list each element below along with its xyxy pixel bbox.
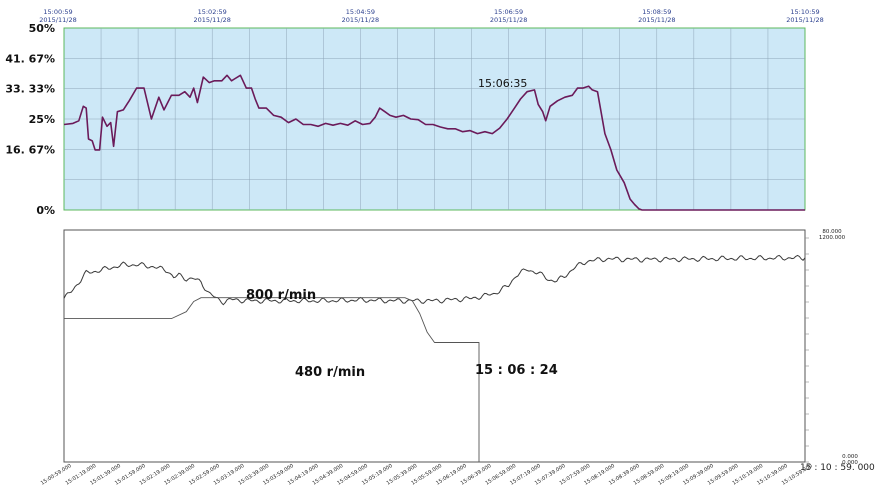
- y-tick-label: 0%: [36, 204, 55, 217]
- end-time-label: 15 : 10 : 59. 000: [800, 463, 875, 473]
- series-line-setpoint: [64, 297, 805, 463]
- x-tick-date-label: 2015/11/28: [39, 16, 76, 24]
- x-tick-date-label: 2015/11/28: [490, 16, 527, 24]
- x-tick-time-label: 15:06:59: [494, 8, 523, 16]
- x-tick-date-label: 2015/11/28: [342, 16, 379, 24]
- lower-chart: 80.0001200.0000.0000.00015:00:59.00015:0…: [40, 229, 875, 487]
- y-tick-label: 50%: [29, 22, 55, 35]
- x-tick-time-label: 15:02:59: [198, 8, 227, 16]
- x-tick-time-label: 15:00:59: [43, 8, 72, 16]
- x-tick-time-label: 15:10:59: [790, 8, 819, 16]
- annotation-label: 800 r/min: [246, 288, 316, 303]
- right-axis-bottom-label: 0.000: [842, 454, 858, 460]
- y-tick-label: 25%: [29, 113, 55, 126]
- right-axis-top-label: 1200.000: [819, 235, 846, 241]
- y-tick-label: 16. 67%: [5, 143, 55, 156]
- plot-area: [63, 229, 806, 463]
- y-tick-label: 41. 67%: [5, 52, 55, 65]
- x-tick-date-label: 2015/11/28: [786, 16, 823, 24]
- series-line-trace: [63, 254, 806, 306]
- y-tick-label: 33. 33%: [5, 83, 55, 96]
- annotation-label: 15:06:35: [478, 77, 527, 90]
- right-axis-bottom-label: 0.000: [842, 460, 858, 466]
- x-tick-date-label: 2015/11/28: [193, 16, 230, 24]
- upper-chart: 50%41. 67%33. 33%25%16. 67%0%15:00:59201…: [5, 8, 823, 217]
- right-axis-top-label: 80.000: [822, 229, 842, 235]
- x-tick-date-label: 2015/11/28: [638, 16, 675, 24]
- x-tick-time-label: 15:04:59: [346, 8, 375, 16]
- annotation-label: 15 : 06 : 24: [475, 363, 558, 378]
- x-tick-time-label: 15:08:59: [642, 8, 671, 16]
- series-line: [63, 74, 805, 211]
- annotation-label: 480 r/min: [295, 365, 365, 380]
